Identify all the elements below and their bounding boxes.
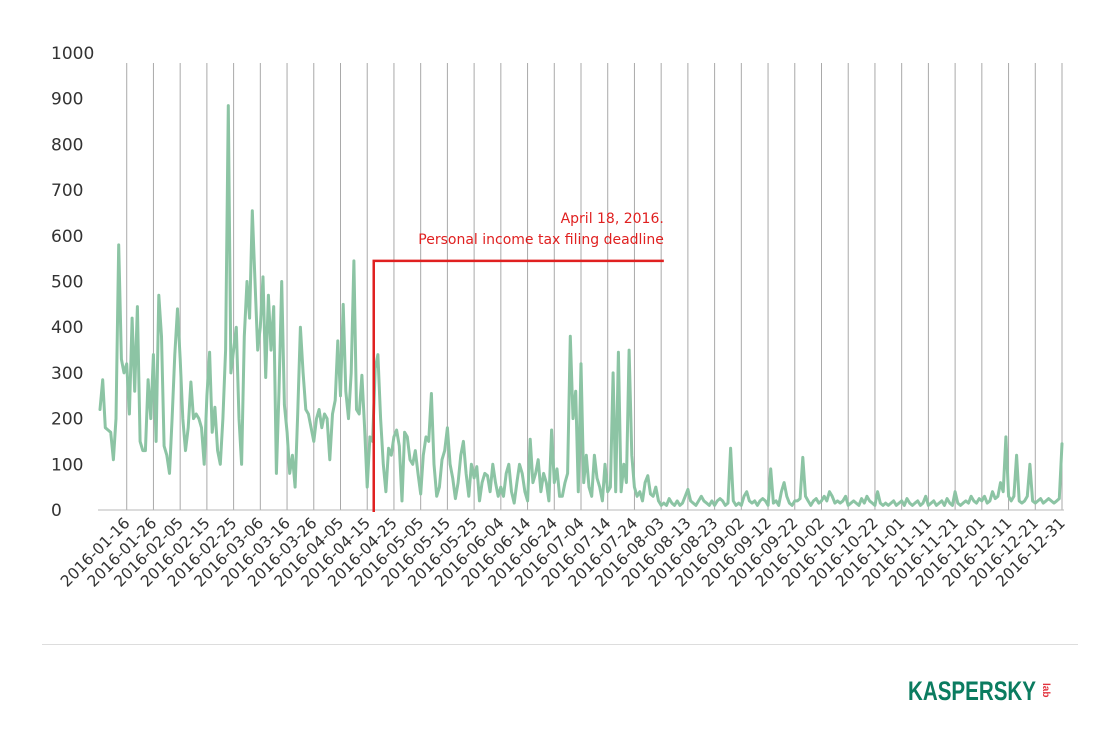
y-axis: 0 100 200 300 400 500 600 700 800 900 1000	[51, 44, 94, 521]
y-tick-label: 500	[51, 273, 83, 293]
vertical-gridlines	[126, 63, 1063, 510]
footer-divider	[42, 644, 1078, 645]
y-tick-label: 300	[51, 364, 83, 384]
annotation: April 18, 2016. Personal income tax fili…	[372, 211, 664, 512]
y-tick-label: 400	[51, 318, 83, 338]
y-tick-label: 800	[51, 135, 83, 155]
y-tick-label: 600	[51, 227, 83, 247]
y-tick-label: 200	[51, 410, 83, 430]
kaspersky-lab-logo: KASPERSKY lab	[908, 676, 1051, 706]
logo-wordmark: KASPERSKY	[908, 676, 1036, 706]
x-axis: 2016-01-162016-01-262016-02-052016-02-15…	[57, 514, 1069, 590]
series-line	[98, 104, 1064, 507]
y-tick-label: 0	[51, 501, 62, 521]
y-tick-label: 900	[51, 90, 83, 110]
line-chart: 0 100 200 300 400 500 600 700 800 900 1000 2016-01…	[51, 44, 1069, 591]
annotation-bracket	[372, 259, 664, 512]
y-tick-label: 100	[51, 455, 83, 475]
y-tick-label: 700	[51, 181, 83, 201]
annotation-line-2: Personal income tax filing deadline	[418, 232, 664, 248]
annotation-line-1: April 18, 2016.	[561, 211, 664, 227]
y-tick-label: 1000	[51, 44, 94, 64]
logo-lab: lab	[1040, 683, 1051, 697]
